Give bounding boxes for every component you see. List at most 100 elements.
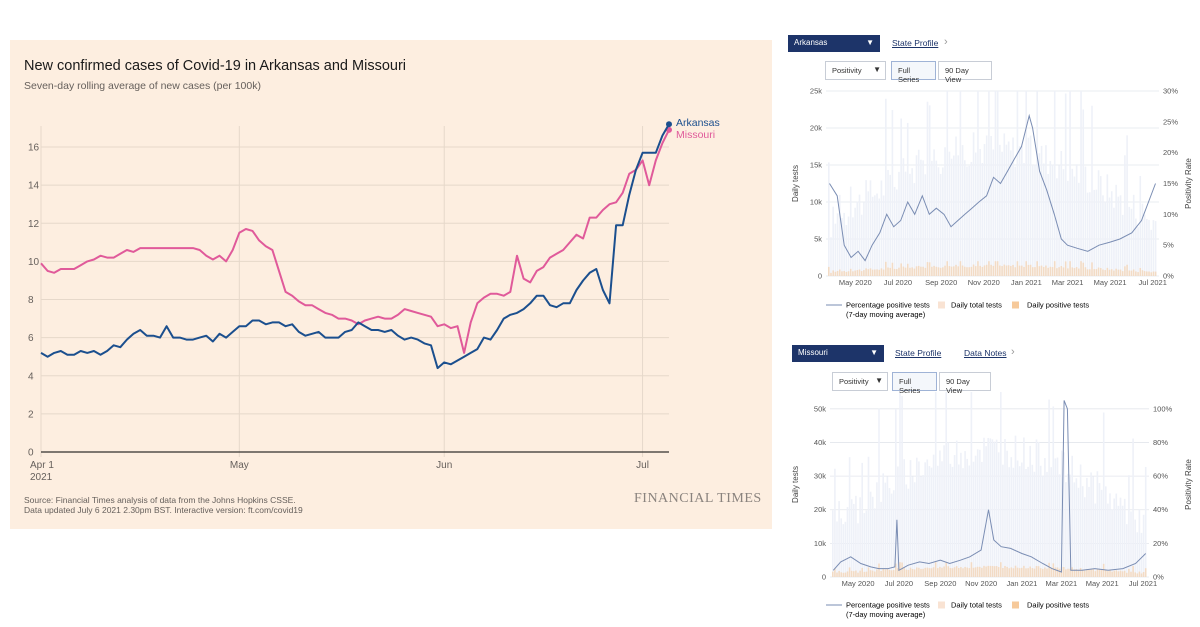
tests-bar <box>1117 196 1120 276</box>
tests-bar <box>1069 91 1071 276</box>
tests-bar <box>828 162 830 276</box>
positive-bar <box>999 265 1001 276</box>
tests-bar <box>1046 471 1048 577</box>
tests-bar <box>857 523 859 577</box>
positive-bar <box>996 261 999 276</box>
positive-bar <box>1117 269 1120 276</box>
positive-bar <box>988 261 990 276</box>
x-tick-label: Jul 2021 <box>1129 579 1157 588</box>
tests-bar <box>905 484 908 577</box>
metric-select[interactable]: Positivity ▼ <box>825 61 886 80</box>
tests-bar <box>930 467 933 577</box>
positive-bar <box>1071 267 1074 276</box>
ft-chart-panel: 0 2 4 6 8 10 12 14 16 Apr 1 2021 May Jun Jul Arkansas M… <box>10 40 772 529</box>
positive-bar <box>1038 266 1041 276</box>
positive-bar <box>1123 570 1126 577</box>
positive-bar <box>1029 566 1031 577</box>
positive-bar <box>1140 573 1143 577</box>
tests-bar <box>937 465 939 577</box>
full-series-button[interactable]: Full Series <box>891 61 936 84</box>
state-profile-link[interactable]: State Profile <box>892 38 939 48</box>
full-series-button[interactable]: Full Series <box>892 372 937 395</box>
tests-bar <box>1033 471 1036 577</box>
tests-bar <box>1048 399 1050 577</box>
tests-bar <box>928 105 931 277</box>
tests-bar <box>1141 203 1144 276</box>
positive-bar <box>1035 565 1038 577</box>
tests-bar <box>924 174 927 276</box>
positive-bar <box>1080 261 1082 276</box>
tests-bar <box>983 144 986 276</box>
positive-bar <box>856 270 859 276</box>
positivity-line <box>829 113 1156 262</box>
tests-bar <box>832 510 834 577</box>
positive-bar <box>1146 271 1148 276</box>
state-select[interactable]: Arkansas ▼ <box>788 35 880 52</box>
tests-bar <box>1039 465 1042 577</box>
legend-label-total-tests: Daily total tests <box>951 301 1002 310</box>
positive-bar <box>948 266 951 276</box>
x-tick-label: Apr 1 <box>30 460 54 471</box>
positive-bar <box>852 271 854 276</box>
positive-bar <box>1128 270 1131 276</box>
tests-bar <box>1077 487 1080 577</box>
positive-bar <box>1139 267 1142 276</box>
y-tick-label: 20k <box>810 124 822 133</box>
tests-bar <box>1050 467 1052 577</box>
legend-label-arkansas: Arkansas <box>676 117 720 129</box>
state-select[interactable]: Missouri ▼ <box>792 345 884 362</box>
tests-bar <box>1154 221 1157 276</box>
positive-bar <box>907 569 910 577</box>
tests-bar <box>972 132 975 276</box>
positive-bar <box>1012 264 1014 276</box>
tests-bar <box>913 183 916 276</box>
tests-bar <box>944 147 946 276</box>
data-notes-link[interactable]: Data Notes <box>964 348 1007 358</box>
positive-bar <box>968 267 970 276</box>
positive-bar <box>1073 268 1076 276</box>
positive-bar <box>946 261 949 276</box>
y-tick-label: 20k <box>814 505 826 514</box>
y-tick-label: 0 <box>818 272 822 281</box>
tests-bar <box>1105 486 1107 577</box>
y2-tick-label: 30% <box>1163 87 1178 96</box>
state-profile-link[interactable]: State Profile <box>895 348 942 358</box>
tests-bar <box>1065 482 1067 577</box>
metric-select[interactable]: Positivity ▼ <box>832 372 888 391</box>
positive-bar <box>989 565 992 577</box>
tests-bar <box>1080 91 1082 276</box>
tests-bar <box>996 91 999 276</box>
financial-times-logo: FINANCIAL TIMES <box>634 491 762 506</box>
tests-bar <box>1136 532 1139 577</box>
positive-bar <box>1062 267 1065 276</box>
positive-bar <box>906 263 909 276</box>
positive-bar <box>909 567 912 577</box>
positive-bar <box>1137 272 1139 276</box>
positive-bar <box>945 562 947 577</box>
tests-bar <box>834 223 837 276</box>
tests-bar <box>1135 218 1137 276</box>
tests-bar <box>1005 144 1008 276</box>
positive-bar <box>865 268 867 276</box>
series-line-missouri <box>40 129 670 354</box>
ninety-day-view-button[interactable]: 90 Day View <box>939 372 991 395</box>
ninety-day-view-button[interactable]: 90 Day View <box>938 61 992 84</box>
tests-bar <box>981 461 983 577</box>
arkansas-testing-panel: 0 5k 10k 15k 20k 25k 0% 5% 10% 15% 20% 25% 30% May 20… <box>782 28 1200 328</box>
tests-bar <box>918 461 920 577</box>
positive-bar <box>1014 565 1017 577</box>
legend-label-total-tests: Daily total tests <box>951 601 1002 610</box>
positive-bar <box>935 266 938 276</box>
positive-bar <box>1084 570 1086 577</box>
positive-bar <box>1033 568 1036 577</box>
legend-swatch-positive-tests <box>1012 601 1019 609</box>
positive-bar <box>867 567 870 577</box>
tests-bar <box>957 155 960 276</box>
positive-bar <box>1050 568 1052 577</box>
tests-bar <box>893 186 896 276</box>
positive-bar <box>1040 265 1043 276</box>
tests-bar <box>979 149 981 276</box>
tests-bar <box>856 201 859 276</box>
positive-bar <box>1132 269 1135 276</box>
y-tick-label: 0 <box>822 573 826 582</box>
